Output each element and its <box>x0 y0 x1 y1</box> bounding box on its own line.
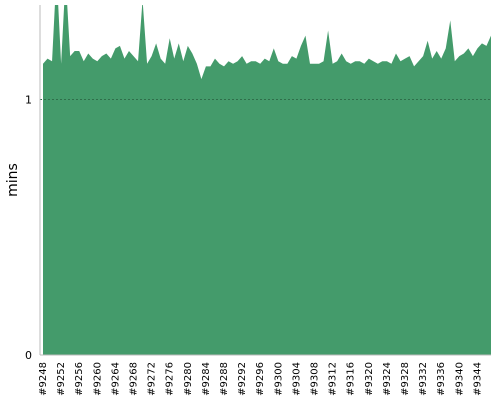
x-tick-label: #9260 <box>92 362 103 396</box>
y-tick-label: 0 <box>25 349 32 362</box>
x-tick-label: #9304 <box>291 362 302 396</box>
x-tick-label: #9324 <box>382 362 393 396</box>
x-tick-label: #9288 <box>219 362 230 396</box>
x-tick-label: #9296 <box>255 362 266 396</box>
x-tick-label: #9336 <box>436 362 447 396</box>
x-tick-label: #9332 <box>418 362 429 396</box>
y-tick-label: 1 <box>25 94 32 107</box>
x-tick-label: #9316 <box>346 362 357 396</box>
x-tick-label: #9320 <box>364 362 375 396</box>
x-tick-label: #9292 <box>237 362 248 396</box>
x-tick-label: #9284 <box>201 362 212 396</box>
y-axis-label: mins <box>5 163 21 197</box>
x-tick-label: #9272 <box>147 362 158 396</box>
x-tick-label: #9276 <box>165 362 176 396</box>
area <box>43 5 491 355</box>
x-tick-label: #9328 <box>400 362 411 396</box>
x-tick-label: #9280 <box>183 362 194 396</box>
x-tick-label: #9256 <box>74 362 85 396</box>
x-tick-label: #9344 <box>472 362 483 396</box>
x-tick-label: #9252 <box>56 362 67 396</box>
x-tick-label: #9248 <box>38 362 49 396</box>
x-tick-label: #9340 <box>454 362 465 396</box>
x-tick-label: #9312 <box>328 362 339 396</box>
x-tick-label: #9300 <box>273 362 284 396</box>
x-tick-label: #9264 <box>110 362 121 396</box>
x-tick-label: #9308 <box>310 362 321 396</box>
x-tick-label: #9268 <box>129 362 140 396</box>
